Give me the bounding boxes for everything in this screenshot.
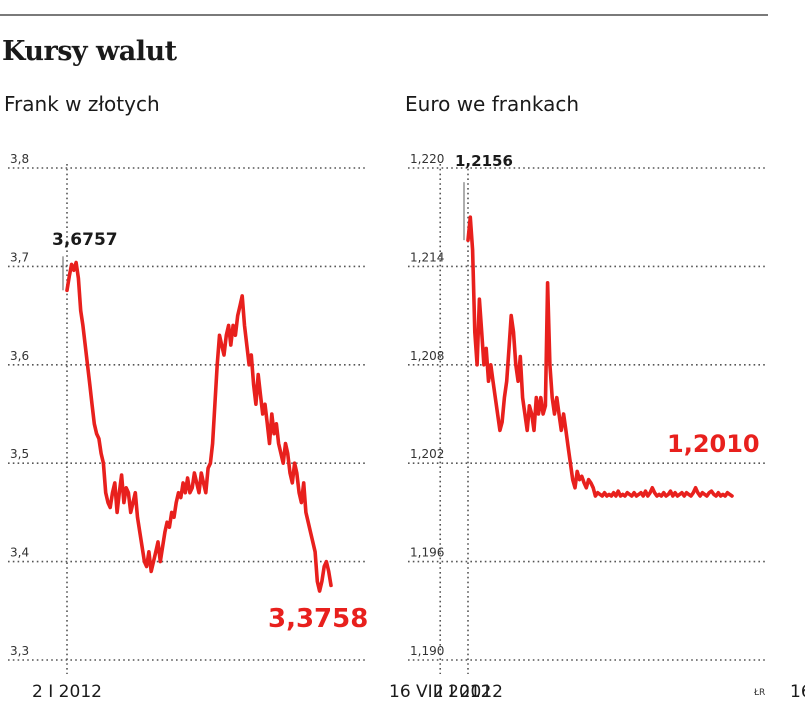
chart-title-euro: Euro we frankach: [405, 92, 580, 116]
y-tick-label: 1,220: [410, 152, 444, 166]
y-tick-label: 1,202: [410, 447, 444, 461]
chart-title-franc: Frank w złotych: [4, 92, 160, 116]
end-value-label: 1,2010: [667, 430, 760, 458]
y-tick-label: 1,208: [410, 349, 444, 363]
y-tick-label: 1,214: [410, 250, 444, 264]
y-tick-label: 3,4: [10, 546, 29, 560]
y-tick-label: 3,7: [10, 250, 29, 264]
x-tick-label: 16 VIII 2012: [389, 682, 491, 702]
page-title: Kursy walut: [2, 36, 177, 67]
y-tick-label: 1,196: [410, 546, 444, 560]
x-tick-label: 16 VIII 2012: [790, 682, 805, 702]
y-tick-label: 1,190: [410, 644, 444, 658]
start-value-label: 3,6757: [52, 230, 118, 250]
y-tick-label: 3,8: [10, 152, 29, 166]
top-rule: [0, 14, 768, 16]
start-value-label: 1,2156: [455, 152, 513, 170]
series-line: [466, 215, 734, 498]
y-tick-label: 3,5: [10, 447, 29, 461]
end-value-label: 3,3758: [268, 604, 368, 634]
y-tick-label: 3,3: [10, 644, 29, 658]
series-line: [65, 260, 333, 593]
x-tick-label: 2 I 2012: [433, 682, 503, 702]
author-credit: ŁR: [754, 688, 766, 698]
y-tick-label: 3,6: [10, 349, 29, 363]
x-tick-label: 2 I 2012: [32, 682, 102, 702]
